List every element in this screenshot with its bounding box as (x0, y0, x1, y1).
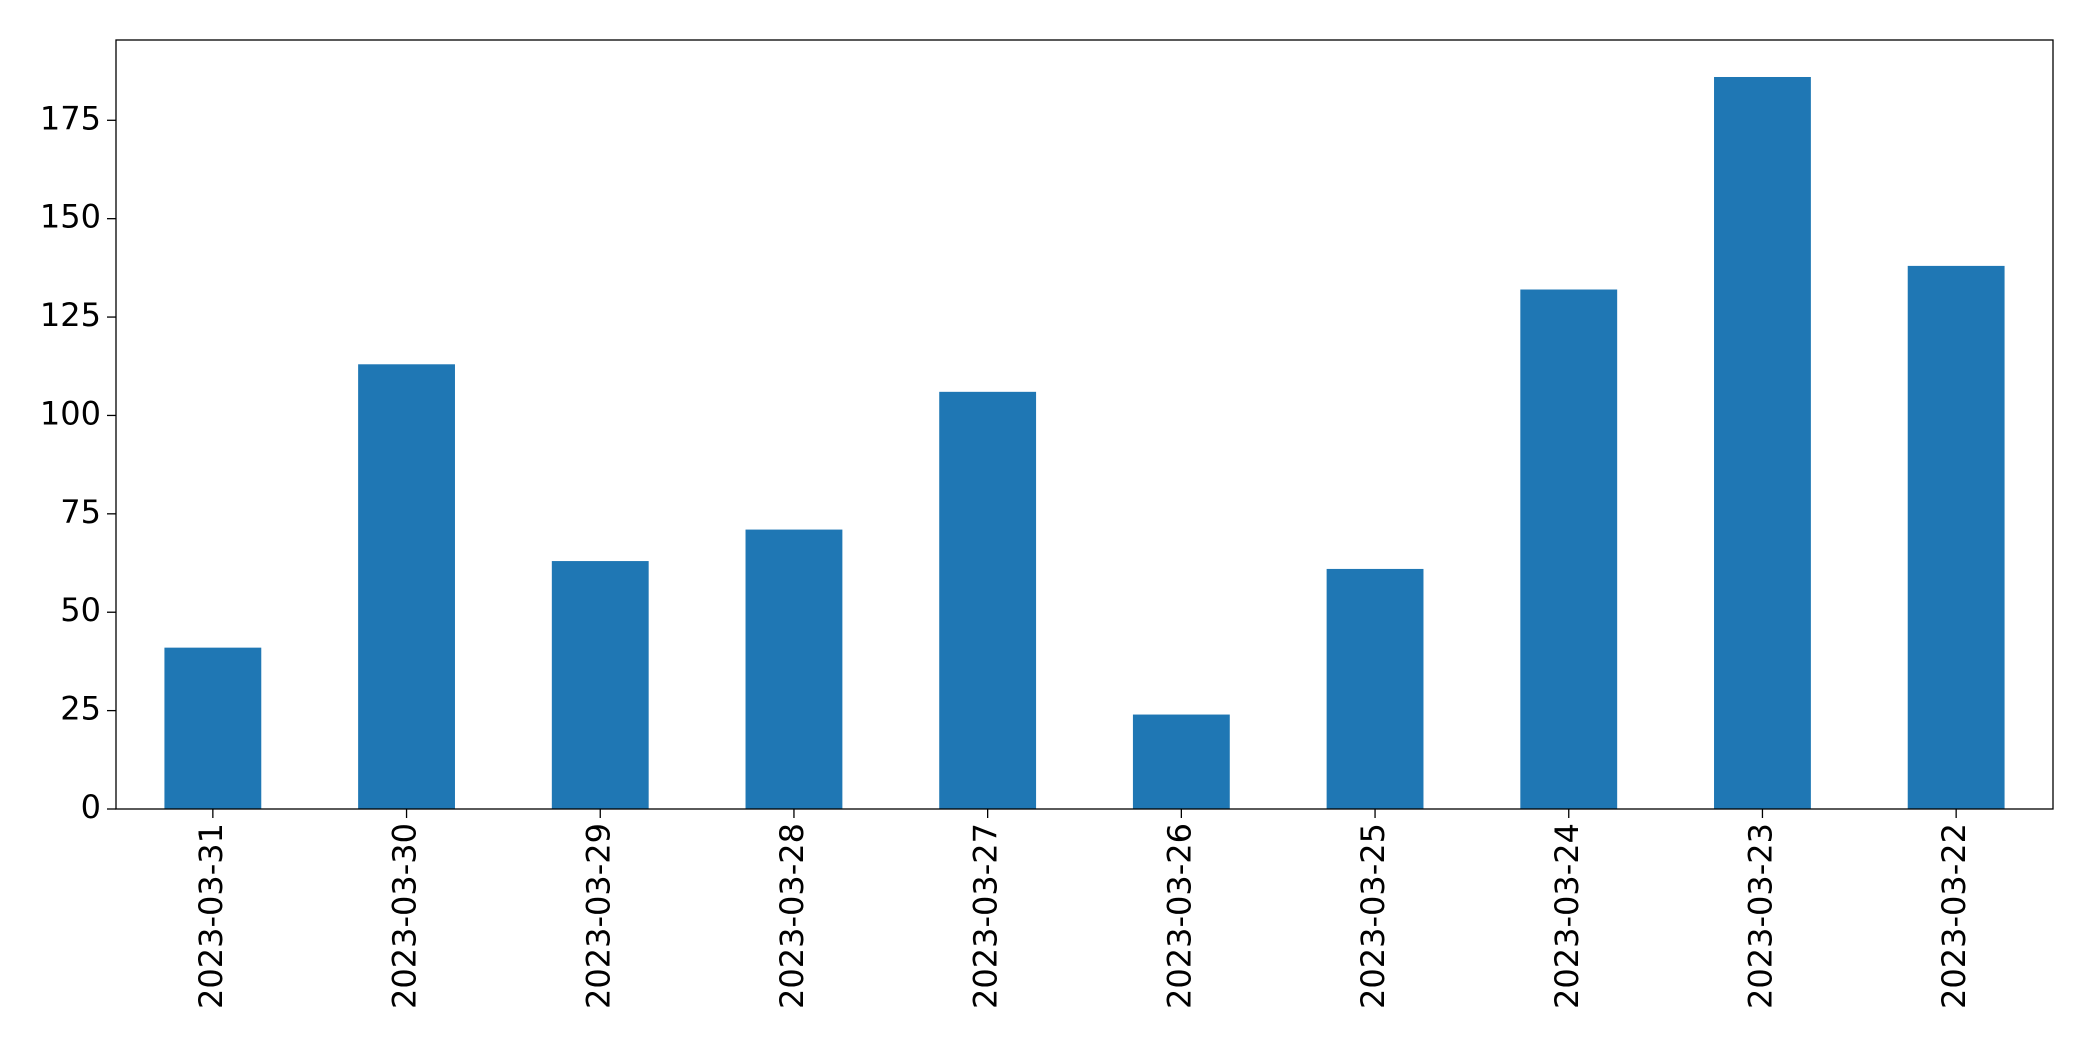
bar (1714, 76, 1811, 810)
x-tick-label: 2023-03-30 (386, 823, 424, 1009)
x-tick-label: 2023-03-27 (967, 823, 1005, 1009)
y-tick-label: 75 (60, 493, 101, 531)
y-tick-label: 25 (60, 690, 101, 728)
x-tick-label: 2023-03-28 (773, 823, 811, 1009)
bar (551, 561, 649, 809)
x-tick-label: 2023-03-25 (1354, 823, 1392, 1009)
y-tick-label: 50 (60, 591, 101, 629)
bar (1132, 714, 1230, 809)
bar (1520, 289, 1618, 809)
bar (1907, 265, 2005, 809)
bar (745, 529, 843, 809)
x-tick-label: 2023-03-31 (192, 823, 230, 1009)
bar (358, 364, 455, 809)
plot-frame (115, 39, 2054, 810)
x-tick-label: 2023-03-22 (1935, 823, 1973, 1009)
y-tick-label: 0 (81, 788, 101, 826)
x-tick-label: 2023-03-29 (579, 823, 617, 1009)
bar (939, 391, 1037, 809)
y-tick-label: 175 (40, 99, 101, 137)
x-tick-label: 2023-03-24 (1548, 823, 1586, 1009)
bar (1326, 568, 1424, 809)
y-tick-label: 125 (40, 296, 101, 334)
x-tick-label: 2023-03-23 (1741, 823, 1779, 1009)
x-tick-label: 2023-03-26 (1160, 823, 1198, 1009)
y-tick-label: 150 (40, 198, 101, 236)
y-tick-label: 100 (40, 394, 101, 432)
bar (164, 647, 262, 809)
